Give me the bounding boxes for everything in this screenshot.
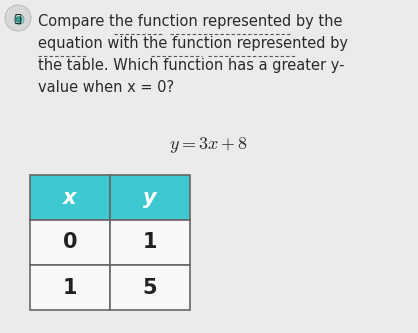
Bar xyxy=(30,175,110,220)
Text: the table. Which function has a greater y-: the table. Which function has a greater … xyxy=(38,58,344,73)
Bar xyxy=(110,175,190,220)
Text: 5: 5 xyxy=(143,277,157,297)
Text: x: x xyxy=(63,187,77,207)
Bar xyxy=(110,265,190,310)
Bar xyxy=(110,220,190,265)
Text: Compare the function represented by the: Compare the function represented by the xyxy=(38,14,342,29)
Text: $y = 3x + 8$: $y = 3x + 8$ xyxy=(169,135,249,155)
Text: value when x = 0?: value when x = 0? xyxy=(38,80,174,95)
Bar xyxy=(30,265,110,310)
Text: 1: 1 xyxy=(63,277,77,297)
Text: ◉: ◉ xyxy=(12,11,24,25)
Text: y: y xyxy=(143,187,157,207)
Circle shape xyxy=(5,5,31,31)
Text: 1: 1 xyxy=(143,232,157,252)
Text: equation with the function represented by: equation with the function represented b… xyxy=(38,36,348,51)
Bar xyxy=(30,220,110,265)
Text: 🔊: 🔊 xyxy=(15,14,21,24)
Text: 0: 0 xyxy=(63,232,77,252)
